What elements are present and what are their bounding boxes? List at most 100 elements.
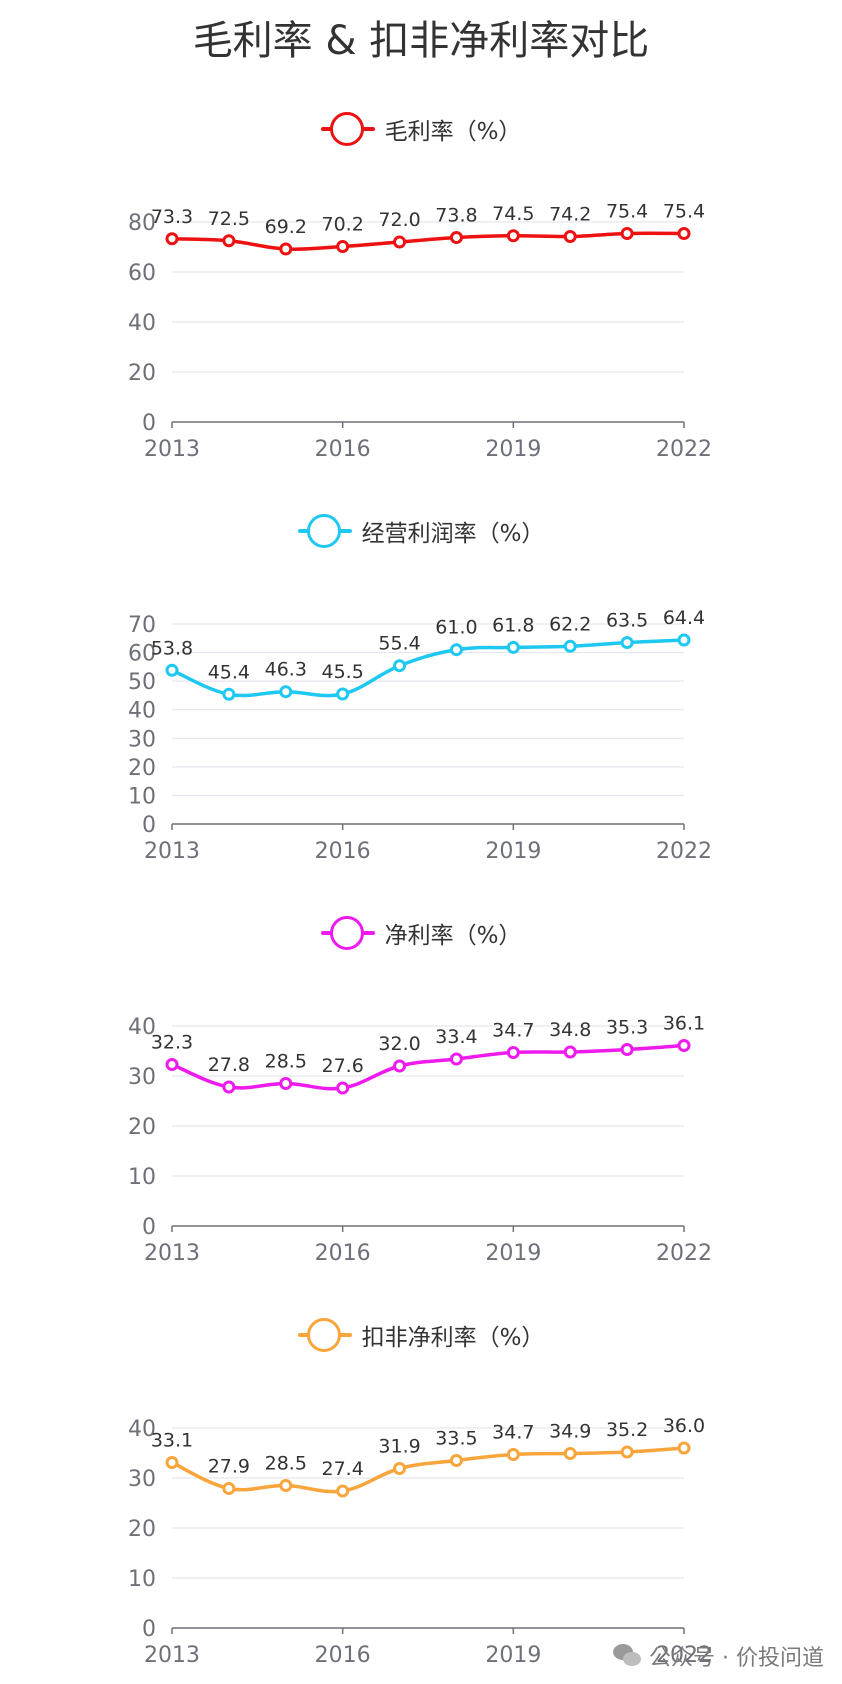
- y-tick-label: 20: [128, 361, 156, 386]
- legend-label: 经营利润率（%）: [361, 521, 545, 547]
- data-label: 61.0: [435, 617, 477, 639]
- y-tick-label: 30: [128, 1065, 156, 1090]
- data-label: 35.2: [606, 1419, 648, 1441]
- y-tick-label: 10: [128, 1165, 156, 1190]
- watermark: 公众号 · 价投问道: [613, 1640, 824, 1672]
- y-tick-label: 40: [128, 699, 156, 724]
- data-label: 75.4: [606, 201, 648, 223]
- data-point: [279, 1479, 293, 1492]
- data-point: [393, 1059, 407, 1073]
- data-point: [677, 1441, 691, 1455]
- data-label: 27.8: [208, 1054, 250, 1076]
- data-point: [677, 633, 691, 647]
- data-label: 74.5: [492, 203, 534, 225]
- y-tick-label: 80: [128, 211, 156, 236]
- data-point: [336, 687, 350, 701]
- data-point: [506, 1046, 520, 1059]
- data-label: 27.9: [208, 1456, 250, 1478]
- y-tick-label: 30: [128, 1467, 156, 1492]
- data-label: 75.4: [663, 201, 705, 223]
- data-point: [506, 229, 520, 243]
- x-tick-label: 2019: [485, 839, 541, 864]
- data-label: 61.8: [492, 614, 534, 636]
- data-point: [336, 1081, 350, 1095]
- x-tick-label: 2019: [485, 1643, 541, 1668]
- x-tick-label: 2022: [656, 1643, 712, 1668]
- data-label: 34.9: [549, 1421, 591, 1443]
- x-tick-label: 2013: [144, 1643, 200, 1668]
- data-point: [222, 687, 236, 701]
- x-tick-label: 2016: [315, 1643, 371, 1668]
- data-label: 28.5: [265, 1453, 307, 1475]
- data-point: [677, 227, 691, 240]
- y-tick-label: 10: [128, 1567, 156, 1592]
- page-title: 毛利率 & 扣非净利率对比: [192, 18, 650, 64]
- data-label: 53.8: [151, 637, 193, 659]
- data-point: [393, 235, 407, 249]
- data-point: [449, 643, 463, 657]
- series-line: [170, 638, 686, 698]
- series-line: [170, 231, 686, 251]
- x-tick-label: 2022: [656, 1241, 712, 1266]
- x-tick-label: 2013: [144, 1241, 200, 1266]
- y-tick-label: 40: [128, 1417, 156, 1442]
- data-label: 55.4: [378, 633, 420, 655]
- y-tick-label: 20: [128, 1517, 156, 1542]
- series-line: [170, 1043, 686, 1091]
- data-label: 36.0: [663, 1415, 705, 1437]
- data-point: [336, 1484, 350, 1498]
- data-point: [449, 231, 463, 244]
- data-point: [222, 1482, 236, 1495]
- data-point: [165, 1456, 179, 1469]
- data-point: [506, 1448, 520, 1461]
- data-label: 33.1: [151, 1430, 193, 1452]
- y-tick-label: 40: [128, 311, 156, 336]
- data-label: 34.7: [492, 1422, 534, 1444]
- data-point: [279, 685, 293, 699]
- legend-ring-icon: [297, 514, 352, 548]
- data-point: [279, 1077, 293, 1090]
- data-point: [279, 242, 293, 256]
- x-tick-label: 2013: [144, 437, 200, 462]
- y-tick-label: 60: [128, 261, 156, 286]
- legend-ring-icon: [320, 916, 375, 950]
- legend-deducted-net-margin[interactable]: 扣非净利率（%）: [0, 1318, 842, 1358]
- y-tick-label: 50: [128, 670, 156, 695]
- data-point: [563, 639, 577, 653]
- x-tick-label: 2019: [485, 1241, 541, 1266]
- data-label: 32.3: [151, 1032, 193, 1054]
- data-label: 34.7: [492, 1020, 534, 1042]
- legend-gross-margin[interactable]: 毛利率（%）: [0, 112, 842, 152]
- data-label: 63.5: [606, 610, 648, 632]
- y-tick-label: 0: [142, 1617, 156, 1642]
- data-point: [506, 640, 520, 654]
- y-tick-label: 40: [128, 1015, 156, 1040]
- data-label: 35.3: [606, 1017, 648, 1039]
- data-point: [165, 232, 179, 246]
- y-tick-label: 70: [128, 613, 156, 638]
- legend-net-margin[interactable]: 净利率（%）: [0, 916, 842, 956]
- data-label: 33.4: [435, 1026, 477, 1048]
- y-tick-label: 0: [142, 813, 156, 838]
- x-tick-label: 2016: [315, 1241, 371, 1266]
- data-point: [620, 1445, 634, 1459]
- data-point: [165, 663, 179, 677]
- watermark-text: 公众号 · 价投问道: [649, 1646, 824, 1671]
- y-tick-label: 60: [128, 642, 156, 667]
- data-point: [336, 240, 350, 253]
- x-tick-label: 2022: [656, 437, 712, 462]
- x-tick-label: 2013: [144, 839, 200, 864]
- x-tick-label: 2016: [315, 437, 371, 462]
- data-label: 74.2: [549, 204, 591, 226]
- legend-operating-margin[interactable]: 经营利润率（%）: [0, 514, 842, 554]
- data-point: [620, 636, 634, 650]
- legend-label: 扣非净利率（%）: [361, 1325, 545, 1351]
- data-point: [563, 1447, 577, 1460]
- wechat-icon: [613, 1644, 643, 1668]
- y-tick-label: 20: [128, 756, 156, 781]
- data-label: 33.5: [435, 1428, 477, 1450]
- data-label: 62.2: [549, 613, 591, 635]
- series-line: [170, 1446, 686, 1494]
- data-label: 32.0: [378, 1033, 420, 1055]
